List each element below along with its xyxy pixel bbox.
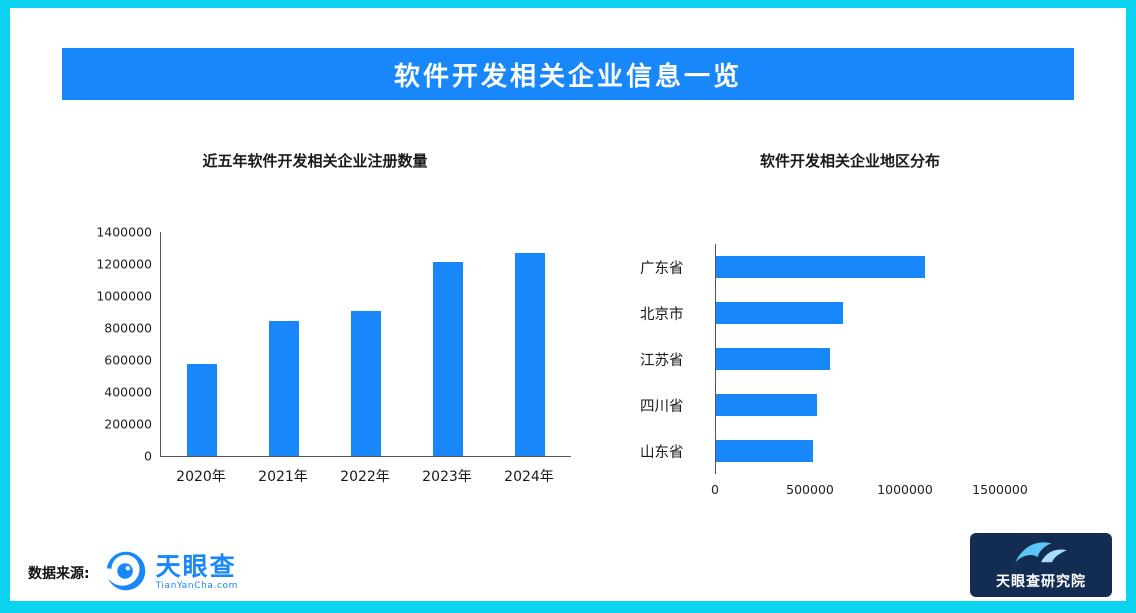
- registration-chart-body: 1400000 1200000 1000000 800000 600000 400000 2…: [90, 225, 590, 464]
- banner: 软件开发相关企业信息一览: [62, 48, 1074, 100]
- region-bar-track: [715, 290, 1006, 336]
- institute-logo: 天眼查研究院: [970, 533, 1112, 597]
- region-bar-track: [715, 382, 1006, 428]
- page-canvas: 软件开发相关企业信息一览 近五年软件开发相关企业注册数量 1400000 1200…: [10, 8, 1126, 601]
- tianyancha-eye-icon: [104, 549, 148, 597]
- bar-山东省: [716, 440, 813, 462]
- region-row: 山东省: [640, 428, 1080, 474]
- region-row: 江苏省: [640, 336, 1080, 382]
- y-tick-label: 600000: [104, 352, 152, 368]
- institute-name: 天眼查研究院: [996, 573, 1086, 590]
- x-category-label: 2024年: [504, 469, 554, 485]
- data-source: 数据来源: 天眼查 TianYanCha.com: [28, 546, 238, 600]
- registration-chart-xlabels: 2020年 2021年 2022年 2023年 2024年: [160, 457, 570, 486]
- bar-2021年: [269, 321, 299, 456]
- region-chart-rows: 广东省北京市江苏省四川省山东省: [640, 244, 1080, 474]
- region-bar-track: [715, 244, 1006, 290]
- x-tick-label: 500000: [786, 482, 834, 497]
- bar-2020年: [187, 364, 217, 456]
- region-row: 四川省: [640, 382, 1080, 428]
- y-tick-label: 400000: [104, 384, 152, 400]
- registration-chart: 近五年软件开发相关企业注册数量 1400000 1200000 1000000 800…: [90, 150, 590, 486]
- x-category-label: 2020年: [176, 469, 226, 485]
- y-tick-label: 0: [144, 448, 152, 464]
- bar-江苏省: [716, 348, 830, 370]
- region-chart-xaxis: 0 500000 1000000 1500000: [711, 482, 1028, 502]
- bar-2024年: [515, 253, 545, 456]
- tianyancha-logo-text: 天眼查 TianYanCha.com: [155, 552, 239, 592]
- region-bar-track: [715, 428, 1006, 474]
- region-label: 江苏省: [640, 352, 684, 369]
- institute-wave-icon: [1013, 540, 1069, 568]
- region-label: 四川省: [640, 398, 684, 415]
- region-bar-track: [715, 336, 1006, 382]
- region-label: 北京市: [640, 306, 684, 323]
- y-tick-label: 1400000: [96, 224, 152, 240]
- y-tick-label: 200000: [104, 416, 152, 432]
- tianyancha-logo: 天眼查 TianYanCha.com: [104, 549, 238, 597]
- bar-2023年: [433, 262, 463, 456]
- x-tick-label: 0: [711, 482, 719, 497]
- y-tick-label: 800000: [104, 320, 152, 336]
- registration-chart-title: 近五年软件开发相关企业注册数量: [202, 152, 428, 170]
- x-category-label: 2023年: [422, 469, 472, 485]
- bar-四川省: [716, 394, 817, 416]
- region-chart: 软件开发相关企业地区分布 广东省北京市江苏省四川省山东省 0 500000 1000…: [640, 150, 1080, 502]
- y-tick-label: 1000000: [96, 288, 152, 304]
- bar-slot: [489, 232, 571, 456]
- tianyancha-domain: TianYanCha.com: [155, 581, 239, 592]
- bar-slot: [243, 232, 325, 456]
- region-label: 广东省: [640, 260, 684, 277]
- tianyancha-name: 天眼查: [155, 552, 237, 582]
- page-title: 软件开发相关企业信息一览: [393, 61, 742, 92]
- x-tick-label: 1500000: [972, 482, 1028, 497]
- x-tick-label: 1000000: [877, 482, 933, 497]
- x-category-label: 2022年: [340, 469, 390, 485]
- region-chart-title: 软件开发相关企业地区分布: [759, 152, 940, 170]
- region-label: 山东省: [640, 444, 684, 461]
- bar-广东省: [716, 256, 925, 278]
- bar-北京市: [716, 302, 843, 324]
- region-row: 北京市: [640, 290, 1080, 336]
- bar-slot: [161, 232, 243, 456]
- y-tick-label: 1200000: [96, 256, 152, 272]
- bar-2022年: [351, 311, 381, 456]
- bar-slot: [407, 232, 489, 456]
- region-row: 广东省: [640, 244, 1080, 290]
- registration-chart-yaxis: 1400000 1200000 1000000 800000 600000 400000 2…: [90, 225, 160, 464]
- data-source-label: 数据来源:: [28, 566, 90, 582]
- bar-slot: [325, 232, 407, 456]
- registration-chart-plot: [160, 232, 571, 457]
- x-category-label: 2021年: [258, 469, 308, 485]
